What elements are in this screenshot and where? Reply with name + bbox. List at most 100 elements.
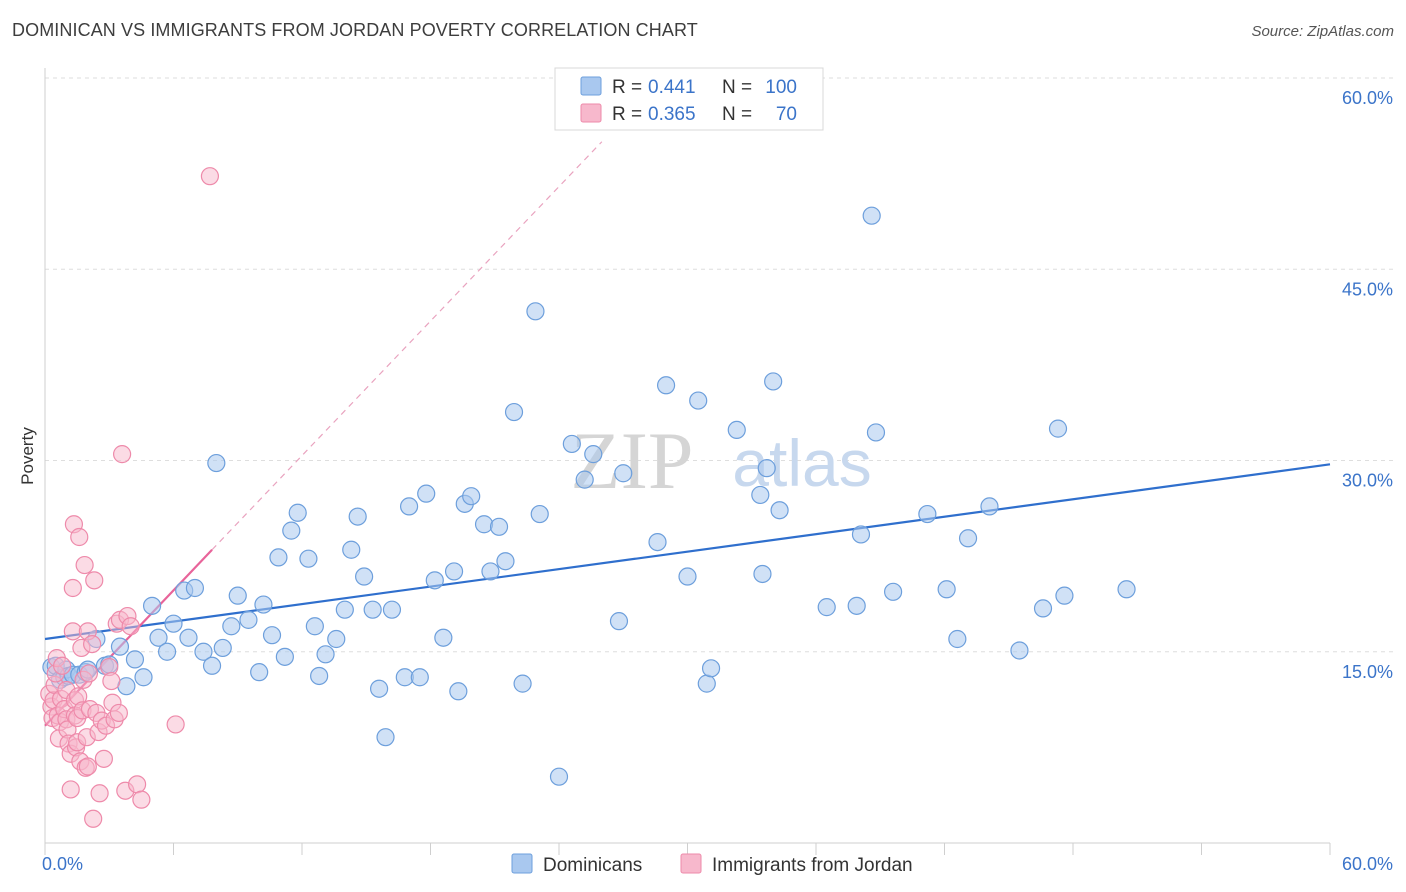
dominicans-point [753, 564, 772, 584]
dominicans-point [770, 501, 789, 520]
dominicans-point [376, 728, 395, 747]
legend-n-value-2: 70 [776, 104, 797, 125]
dominicans-point [504, 402, 524, 422]
dominicans-point [513, 674, 532, 693]
dominicans-point [1010, 641, 1029, 660]
y-tick-label-0: 15.0% [1342, 662, 1393, 682]
dominicans-point [213, 638, 232, 658]
x-tick-labels: 0.0% 60.0% [42, 854, 1393, 874]
dominicans-point [282, 521, 301, 540]
y-tick-labels: 15.0% 30.0% 45.0% 60.0% [1342, 88, 1393, 682]
y-tick-label-3: 60.0% [1342, 88, 1393, 108]
dominicans-point [275, 647, 294, 666]
jordan-point [85, 571, 104, 590]
jordan-point [78, 757, 97, 776]
dominicans-point [958, 529, 978, 548]
dominicans-point [335, 600, 354, 619]
dominicans-point [481, 562, 500, 581]
legend-n-label-1: N = [722, 77, 752, 98]
dominicans-point [727, 420, 746, 439]
dominicans-point [434, 628, 453, 647]
dominicans-point [228, 586, 247, 605]
dominicans-point [164, 614, 183, 633]
legend-r-value-2: 0.365 [648, 104, 696, 125]
dominicans-point [678, 567, 697, 586]
legend-r-value-1: 0.441 [648, 77, 696, 98]
dominicans-point [316, 645, 335, 664]
dominicans-point [110, 637, 130, 656]
dominicans-point [851, 525, 871, 544]
source-credit: Source: ZipAtlas.com [1251, 23, 1394, 40]
jordan-point [200, 167, 220, 186]
legend-swatch-dominicans [580, 76, 602, 96]
jordan-point [79, 664, 99, 683]
dominicans-point [489, 517, 509, 536]
dominicans-point [342, 540, 361, 559]
dominicans-point [562, 434, 581, 454]
grid-lines [45, 77, 1395, 653]
dominicans-point [288, 503, 307, 522]
dominicans-point [250, 663, 269, 682]
legend-swatch-jordan [580, 103, 602, 123]
legend-r-label-2: R = [612, 104, 642, 125]
dominicans-point [194, 642, 213, 661]
y-tick-label-2: 45.0% [1342, 279, 1393, 299]
jordan-point [61, 780, 80, 799]
dominicans-point [656, 376, 676, 395]
dominicans-point [474, 515, 494, 534]
dominicans-point [305, 617, 324, 636]
chart-title: DOMINICAN VS IMMIGRANTS FROM JORDAN POVE… [12, 20, 698, 40]
dominicans-point [862, 206, 881, 225]
dominicans-point [648, 532, 667, 552]
dominicans-point [310, 666, 329, 686]
jordan-point [127, 775, 147, 794]
dominicans-point [370, 679, 389, 698]
jordan-point [132, 790, 151, 809]
dominicans-point [185, 578, 205, 598]
jordan-point [109, 703, 128, 723]
dominicans-point [157, 642, 177, 661]
dominicans-point [847, 596, 866, 615]
dominicans-point [355, 567, 374, 586]
dominicans-point [866, 423, 886, 442]
dominicans-point [575, 470, 594, 489]
dominicans-point [179, 628, 198, 647]
legend-n-label-2: N = [722, 104, 752, 125]
y-tick-label-1: 30.0% [1342, 471, 1393, 491]
dominicans-point [689, 391, 708, 410]
jordan-point [75, 555, 94, 575]
jordan-trend-extension [211, 141, 603, 551]
legend-r-label-1: R = [612, 77, 642, 98]
dominicans-point [1048, 419, 1068, 438]
jordan-points [40, 167, 220, 828]
dominicans-point [757, 459, 776, 478]
jordan-point [102, 671, 121, 691]
dominicans-point [751, 485, 770, 505]
dominicans-point [444, 562, 464, 581]
dominicans-point [125, 650, 145, 669]
legend: R = 0.441 N = 100 R = 0.365 N = 70 [554, 67, 824, 131]
bottom-legend-jordan: Immigrants from Jordan [712, 855, 913, 876]
jordan-point [53, 656, 72, 675]
dominicans-point [584, 445, 603, 464]
dominicans-point [207, 453, 226, 473]
dominicans-point [254, 595, 273, 614]
dominicans-point [222, 617, 241, 636]
dominicans-point [1117, 580, 1136, 599]
jordan-point [121, 617, 140, 636]
dominicans-point [549, 767, 569, 786]
jordan-point [94, 749, 113, 768]
bottom-legend-swatch-jordan [680, 853, 702, 874]
dominicans-point [918, 504, 937, 524]
dominicans-point [764, 372, 783, 391]
y-axis-label: Poverty [18, 427, 37, 485]
dominicans-point [348, 507, 367, 526]
dominicans-point [496, 552, 515, 571]
dominicans-point [697, 674, 716, 693]
bottom-legend-swatch-dominicans [511, 853, 533, 874]
dominicans-point [449, 682, 468, 701]
dominicans-point [948, 629, 967, 649]
dominicans-points [42, 206, 1136, 786]
dominicans-point [462, 487, 481, 506]
